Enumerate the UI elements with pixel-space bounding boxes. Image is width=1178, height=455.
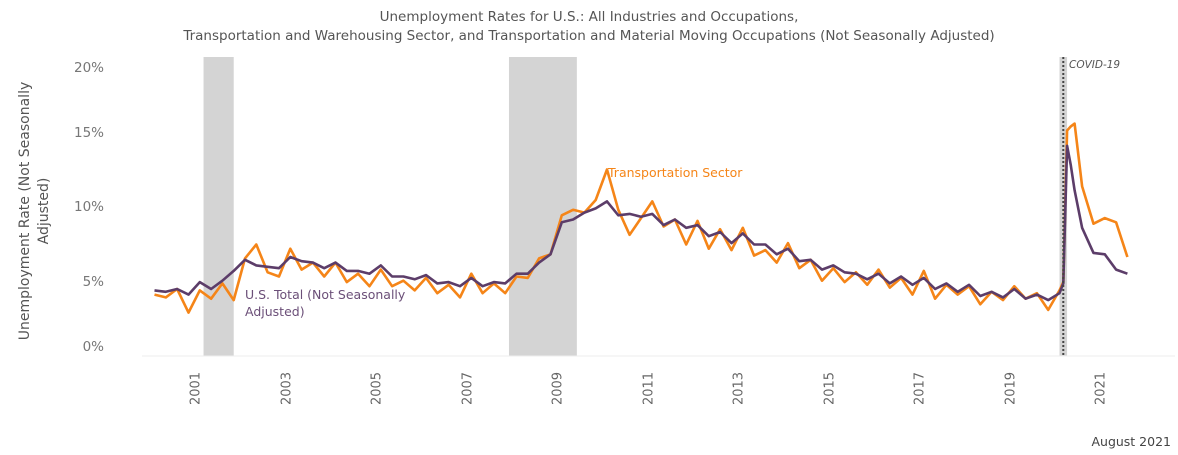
x-tick-label: 2007: [460, 371, 475, 406]
x-tick-label: 2001: [188, 371, 204, 406]
x-tick-label: 2021: [1093, 371, 1109, 406]
chart-title-line-1: Unemployment Rates for U.S.: All Industr…: [379, 9, 799, 25]
us-total-series-line: [154, 144, 1128, 302]
x-tick-label: 2011: [641, 371, 656, 406]
x-tick-label: 2019: [1003, 371, 1018, 406]
y-tick-label: 0%: [82, 339, 104, 355]
recession-shade: [203, 57, 234, 356]
y-tick-label: 15%: [73, 125, 104, 141]
x-tick-label: 2009: [550, 371, 566, 406]
y-tick-label: 20%: [73, 60, 104, 76]
x-tick-label: 2005: [369, 371, 385, 406]
recession-shade: [508, 57, 577, 356]
x-tick-label: 2015: [822, 371, 837, 406]
y-tick-label: 5%: [82, 274, 104, 290]
x-tick-label: 2003: [279, 371, 294, 406]
transportation-series-label: Transportation Sector: [608, 165, 743, 180]
x-tick-label: 2017: [912, 371, 928, 406]
us-total-series-label: U.S. Total (Not Seasonally Adjusted): [245, 287, 406, 319]
transportation-series-line: [154, 122, 1129, 314]
covid-annotation: COVID-19: [1069, 59, 1121, 71]
y-tick-label: 10%: [73, 199, 104, 215]
chart-title-line-2: Transportation and Warehousing Sector, a…: [183, 28, 995, 44]
footer-date: August 2021: [1091, 434, 1171, 449]
x-tick-label: 2013: [731, 371, 747, 406]
